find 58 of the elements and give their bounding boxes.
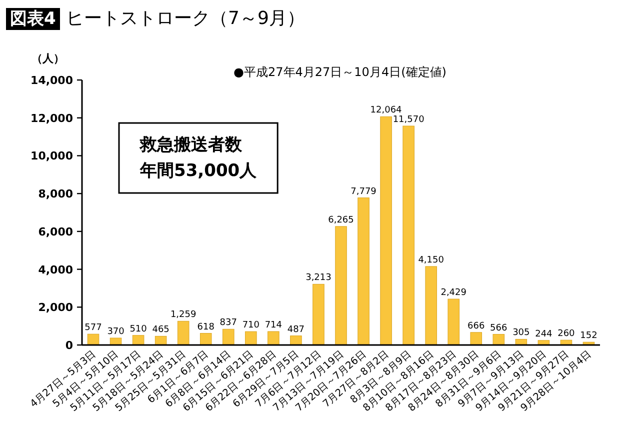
chart-subtitle: ●平成27年4月27日～10月4日(確定値)	[234, 65, 446, 79]
data-label: 3,213	[306, 273, 332, 284]
y-axis-title: （人）	[32, 52, 64, 65]
bar	[245, 331, 257, 346]
bar	[110, 338, 122, 346]
y-tick-label: 8,000	[38, 188, 74, 201]
y-tick-label: 10,000	[30, 150, 74, 163]
data-label: 577	[84, 323, 102, 334]
bar	[402, 126, 414, 346]
bar	[470, 332, 482, 346]
text: 図表4	[10, 9, 56, 29]
bar	[538, 340, 550, 346]
bar	[222, 328, 234, 346]
data-label: 4,150	[418, 255, 444, 266]
y-tick-label: 0	[65, 339, 74, 352]
data-label: 305	[512, 328, 530, 338]
bar	[448, 298, 460, 346]
data-label: 837	[220, 318, 237, 328]
bar	[290, 336, 302, 346]
bar	[154, 336, 167, 346]
data-label: 510	[130, 324, 148, 334]
data-label: 714	[264, 320, 282, 330]
bar	[380, 116, 392, 346]
bar	[132, 335, 144, 346]
data-label: 11,570	[392, 114, 425, 125]
bar	[358, 198, 370, 346]
data-label: 6,265	[328, 215, 354, 226]
chart-title: ヒートストローク（7～9月）	[66, 8, 305, 29]
data-label: 465	[152, 325, 170, 336]
data-label: 618	[197, 322, 215, 332]
y-tick-label: 4,000	[38, 263, 74, 276]
annotation: 救急搬送者数	[139, 135, 243, 155]
bar	[335, 226, 347, 346]
bar	[425, 266, 437, 346]
data-label: 487	[287, 324, 305, 335]
data-label: 666	[468, 321, 485, 332]
annotation: 年間53,000人	[139, 161, 258, 181]
y-tick-label: 6,000	[38, 225, 74, 238]
data-label: 244	[535, 329, 553, 340]
data-label: 12,064	[370, 106, 402, 116]
data-label: 710	[242, 320, 260, 331]
bar	[492, 334, 505, 346]
bar	[200, 333, 212, 346]
bar	[268, 331, 280, 346]
data-label: 566	[490, 323, 508, 334]
bar	[87, 334, 100, 346]
data-label: 7,779	[350, 186, 377, 197]
y-tick-label: 2,000	[38, 301, 74, 314]
data-label: 2,429	[440, 288, 467, 298]
y-tick-label: 14,000	[30, 74, 74, 87]
bar	[177, 320, 190, 346]
bar	[312, 284, 324, 346]
bar	[515, 338, 528, 346]
data-label: 370	[107, 326, 125, 337]
y-tick-label: 12,000	[30, 112, 74, 125]
data-label: 260	[558, 329, 576, 340]
data-label: 1,259	[170, 310, 197, 320]
data-label: 152	[580, 331, 598, 342]
